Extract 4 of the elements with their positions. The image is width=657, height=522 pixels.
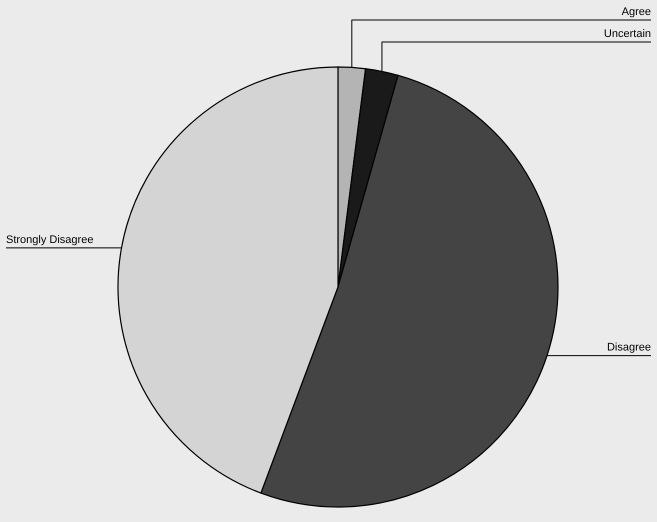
slice-label: Disagree <box>606 342 651 354</box>
slice-label: Uncertain <box>604 28 651 40</box>
slice-label: Strongly Disagree <box>6 234 94 246</box>
slice-label: Agree <box>622 6 651 18</box>
